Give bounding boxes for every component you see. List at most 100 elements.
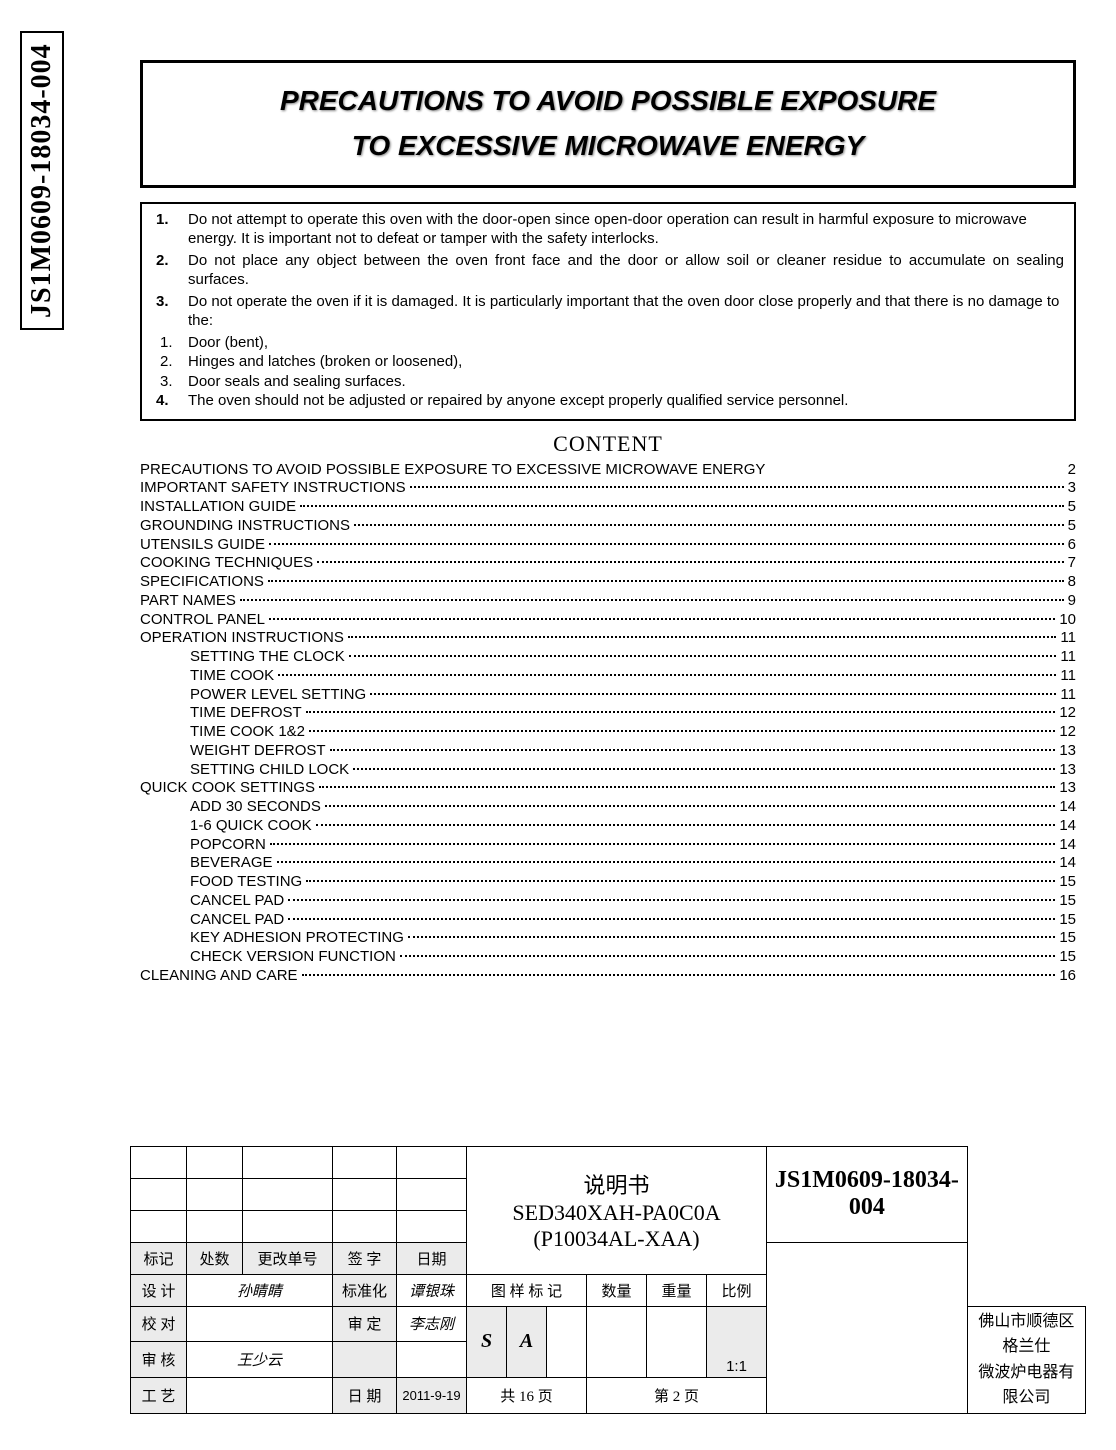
precautions-box: 1.Do not attempt to operate this oven wi… [140,202,1076,421]
text: Hinges and latches (broken or loosened), [188,352,462,372]
toc-page: 6 [1068,536,1076,555]
toc-page: 15 [1059,911,1076,930]
num: 3. [152,292,188,331]
toc-page: 15 [1059,873,1076,892]
toc-dots [302,974,1056,976]
toc-row: SETTING CHILD LOCK 13 [140,761,1076,780]
label-date: 日 期 [333,1378,397,1414]
toc-row: TIME COOK 1&2 12 [140,723,1076,742]
toc-dots [408,936,1055,938]
toc-page: 10 [1059,611,1076,630]
footer-table: 说明书 SED340XAH-PA0C0A (P10034AL-XAA) JS1M… [130,1146,1086,1414]
label-ratio: 比例 [707,1274,767,1306]
cell [397,1146,467,1178]
toc-row: SETTING THE CLOCK11 [140,648,1076,667]
toc-label: OPERATION INSTRUCTIONS [140,629,344,648]
text: Do not attempt to operate this oven with… [188,210,1064,249]
toc-dots [288,899,1055,901]
label-standard: 标准化 [333,1274,397,1306]
toc-row: UTENSILS GUIDE6 [140,536,1076,555]
toc-page: 12 [1059,723,1076,742]
company-line-2: 微波炉电器有限公司 [972,1360,1081,1411]
toc-page: 11 [1060,686,1076,705]
toc-label: TIME COOK 1&2 [190,723,305,742]
toc-label: INSTALLATION GUIDE [140,498,296,517]
toc-page: 14 [1059,798,1076,817]
toc-dots [317,561,1064,563]
toc-label: CLEANING AND CARE [140,967,298,986]
toc-label: CANCEL PAD [190,892,284,911]
label-design: 设 计 [131,1274,187,1306]
toc-page: 13 [1059,742,1076,761]
cell [187,1146,243,1178]
toc-row: CANCEL PAD 15 [140,911,1076,930]
precaution-item-4: 4.The oven should not be adjusted or rep… [152,391,1064,411]
letter-a: A [507,1306,547,1378]
company-cell: 佛山市顺德区格兰仕 微波炉电器有限公司 [967,1306,1085,1413]
value-standard: 谭银珠 [397,1274,467,1306]
vertical-part-number: JS1M0609-18034-004 [20,31,64,330]
page-content: PRECAUTIONS TO AVOID POSSIBLE EXPOSURE T… [130,0,1086,1414]
toc-dots [349,655,1057,657]
toc-row: GROUNDING INSTRUCTIONS5 [140,517,1076,536]
part-number-cell: JS1M0609-18034-004 [767,1146,968,1242]
toc-page: 11 [1060,667,1076,686]
spec-title-l3: (P10034AL-XAA) [471,1226,762,1252]
precaution-subitem-2: 2.Hinges and latches (broken or loosened… [152,352,1064,372]
toc-dots [309,730,1055,732]
toc-label: TIME COOK [190,667,274,686]
toc-row: KEY ADHESION PROTECTING15 [140,929,1076,948]
toc-dots [354,524,1064,526]
num: 1. [152,333,188,353]
toc-label: CANCEL PAD [190,911,284,930]
toc-dots [325,805,1055,807]
toc-row: COOKING TECHNIQUES7 [140,554,1076,573]
toc-label: POWER LEVEL SETTING [190,686,366,705]
toc-label: FOOD TESTING [190,873,302,892]
hdr-mark: 标记 [131,1242,187,1274]
toc-page: 5 [1068,517,1076,536]
cell [397,1178,467,1210]
precaution-subitem-1: 1.Door (bent), [152,333,1064,353]
toc-dots [306,711,1056,713]
ratio-value: 1:1 [707,1306,767,1378]
hdr-sign: 签 字 [333,1242,397,1274]
table-of-contents: PRECAUTIONS TO AVOID POSSIBLE EXPOSURE T… [140,461,1076,986]
toc-row: CLEANING AND CARE16 [140,967,1076,986]
toc-row: WEIGHT DEFROST13 [140,742,1076,761]
text: The oven should not be adjusted or repai… [188,391,848,411]
toc-dots [316,824,1056,826]
toc-dots [410,486,1064,488]
toc-page: 13 [1059,761,1076,780]
toc-page: 15 [1059,892,1076,911]
cell [187,1210,243,1242]
toc-row: FOOD TESTING 15 [140,873,1076,892]
hdr-change: 更改单号 [243,1242,333,1274]
empty-side-cell [767,1242,968,1413]
cell [131,1178,187,1210]
toc-page: 13 [1059,779,1076,798]
blank [333,1342,397,1378]
cell [131,1210,187,1242]
precaution-item-2: 2.Do not place any object between the ov… [152,251,1064,290]
toc-label: PRECAUTIONS TO AVOID POSSIBLE EXPOSURE T… [140,461,1048,480]
company-line-1: 佛山市顺德区格兰仕 [972,1309,1081,1360]
blank [397,1342,467,1378]
spec-title-l2: SED340XAH-PA0C0A [471,1200,762,1226]
cell [333,1178,397,1210]
cell [333,1146,397,1178]
num: 1. [152,210,188,249]
toc-page: 15 [1059,929,1076,948]
toc-label: SETTING CHILD LOCK [190,761,349,780]
letter-s: S [467,1306,507,1378]
toc-dots [269,618,1055,620]
toc-dots [300,505,1064,507]
toc-row: QUICK COOK SETTINGS 13 [140,779,1076,798]
toc-row: OPERATION INSTRUCTIONS11 [140,629,1076,648]
text: Do not operate the oven if it is damaged… [188,292,1064,331]
toc-label: QUICK COOK SETTINGS [140,779,315,798]
label-drawing: 图 样 标 记 [467,1274,587,1306]
toc-row: CANCEL PAD 15 [140,892,1076,911]
toc-row: ADD 30 SECONDS14 [140,798,1076,817]
toc-row: TIME DEFROST12 [140,704,1076,723]
